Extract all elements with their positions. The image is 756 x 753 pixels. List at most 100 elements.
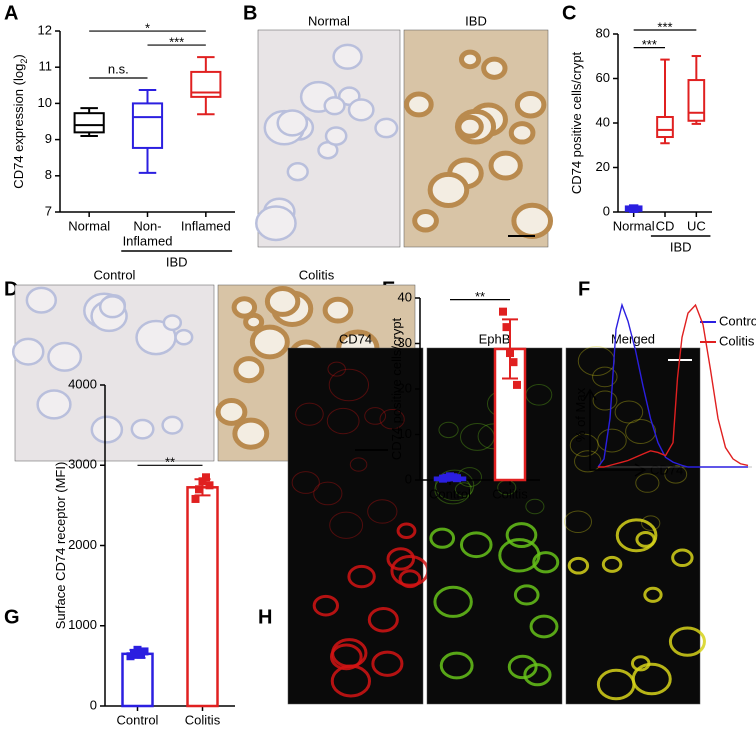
signal bbox=[569, 433, 599, 457]
crypt bbox=[404, 91, 434, 118]
y-tick-label: 40 bbox=[596, 114, 610, 129]
signal bbox=[371, 650, 404, 677]
crypt bbox=[249, 324, 290, 360]
data-point bbox=[499, 307, 507, 316]
crypt bbox=[514, 90, 547, 119]
crypt bbox=[264, 286, 301, 317]
y-tick-label: 12 bbox=[38, 22, 52, 37]
signal bbox=[329, 511, 364, 539]
significance-label: ** bbox=[475, 289, 485, 304]
bar bbox=[186, 486, 219, 708]
y-tick-label: 3000 bbox=[68, 457, 97, 472]
crypt bbox=[215, 398, 248, 426]
signal bbox=[367, 499, 398, 524]
histogram-line bbox=[598, 303, 749, 468]
crypt bbox=[11, 337, 45, 366]
y-axis-label-part: CD74 positive cells/crypt bbox=[569, 51, 584, 194]
signal bbox=[525, 498, 545, 515]
x-tick-label: Normal bbox=[68, 218, 110, 233]
x-axis-label: CD74 bbox=[650, 462, 683, 477]
data-point bbox=[453, 474, 461, 483]
signal bbox=[631, 662, 672, 696]
group-label: IBD bbox=[166, 254, 188, 269]
crypt bbox=[324, 126, 348, 146]
panel-letter: H bbox=[258, 606, 272, 628]
signal bbox=[671, 548, 694, 568]
box bbox=[73, 112, 105, 134]
y-tick-label: 80 bbox=[596, 25, 610, 40]
data-point bbox=[513, 380, 521, 389]
significance-label: * bbox=[145, 21, 150, 36]
y-axis-label-part: ) bbox=[11, 54, 26, 58]
y-axis-label: % of Max bbox=[573, 387, 588, 442]
bar bbox=[121, 652, 154, 708]
signal bbox=[597, 428, 627, 453]
y-tick-label: 0 bbox=[90, 697, 97, 712]
signal bbox=[454, 482, 473, 497]
signal bbox=[312, 594, 340, 617]
y-tick-label: 0 bbox=[405, 471, 412, 486]
signal bbox=[641, 515, 661, 531]
signal bbox=[615, 518, 658, 553]
signal bbox=[630, 655, 651, 672]
signal bbox=[313, 481, 343, 506]
crypt bbox=[427, 171, 470, 209]
signal bbox=[398, 569, 422, 589]
y-tick-label: 1000 bbox=[68, 617, 97, 632]
signal bbox=[386, 547, 415, 571]
y-tick-label: 0 bbox=[603, 203, 610, 218]
crypt bbox=[36, 389, 72, 420]
crypt bbox=[162, 314, 183, 332]
histogram-line bbox=[597, 302, 748, 468]
data-point bbox=[191, 494, 200, 503]
crypt bbox=[347, 98, 375, 122]
x-axis-arrow bbox=[590, 463, 647, 477]
crypt bbox=[232, 417, 270, 450]
signal bbox=[505, 522, 538, 549]
x-tick-label: Colitis bbox=[185, 712, 221, 727]
signal bbox=[601, 555, 623, 573]
significance-label: *** bbox=[642, 37, 657, 52]
crypt bbox=[161, 415, 184, 435]
y-axis-label-part: CD74 positive cells/crypt bbox=[389, 317, 404, 460]
y-tick-label: 2000 bbox=[68, 537, 97, 552]
crypt bbox=[488, 150, 523, 181]
significance-label: *** bbox=[169, 35, 184, 50]
signal bbox=[459, 531, 493, 559]
crypt bbox=[332, 43, 363, 70]
signal bbox=[438, 421, 459, 439]
signal bbox=[329, 643, 363, 671]
signal bbox=[668, 626, 706, 657]
crypt bbox=[456, 114, 484, 139]
signal bbox=[364, 407, 387, 425]
signal bbox=[614, 400, 644, 424]
signal bbox=[295, 402, 324, 426]
data-point bbox=[509, 358, 518, 367]
crypt bbox=[508, 121, 536, 145]
crypt bbox=[323, 96, 346, 116]
signal bbox=[592, 366, 618, 388]
crypt bbox=[276, 109, 309, 137]
x-tick-label: UC bbox=[687, 218, 706, 233]
panel-letter: G bbox=[4, 606, 20, 628]
data-point bbox=[195, 485, 203, 494]
crypt bbox=[243, 312, 265, 332]
box bbox=[131, 102, 164, 149]
signal bbox=[635, 473, 660, 493]
y-tick-label: 7 bbox=[45, 203, 52, 218]
y-tick-label: 30 bbox=[398, 335, 412, 350]
signal bbox=[507, 654, 538, 680]
crypt bbox=[458, 49, 482, 70]
signal bbox=[328, 368, 370, 402]
y-axis-label-part: Surface CD74 receptor (MFI) bbox=[53, 462, 68, 630]
signal bbox=[523, 663, 552, 687]
x-tick-label: Control bbox=[117, 712, 159, 727]
image-label: Colitis bbox=[299, 267, 335, 282]
group-label: IBD bbox=[670, 239, 692, 254]
signal bbox=[433, 585, 473, 618]
data-point bbox=[502, 323, 511, 332]
y-tick-label: 20 bbox=[596, 159, 610, 174]
y-axis-arrow bbox=[583, 388, 597, 470]
crypt bbox=[481, 56, 508, 80]
crypt bbox=[511, 202, 554, 239]
